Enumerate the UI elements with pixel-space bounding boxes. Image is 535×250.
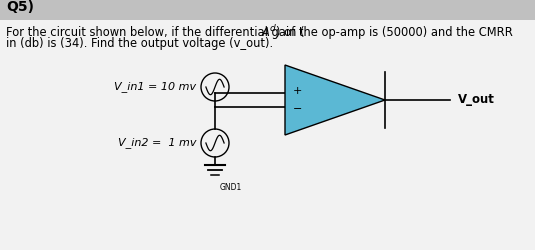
- Text: V_out: V_out: [458, 94, 495, 106]
- Polygon shape: [285, 65, 385, 135]
- Text: in (db) is (34). Find the output voltage (v_out).: in (db) is (34). Find the output voltage…: [6, 37, 273, 50]
- Text: d: d: [270, 24, 276, 33]
- Text: −: −: [293, 104, 302, 114]
- Text: A: A: [262, 26, 270, 39]
- Text: V_in2 =  1 mv: V_in2 = 1 mv: [118, 138, 196, 148]
- FancyBboxPatch shape: [0, 20, 535, 250]
- Text: +: +: [293, 86, 302, 96]
- Text: Q5): Q5): [6, 0, 34, 14]
- FancyBboxPatch shape: [0, 0, 535, 20]
- Text: For the circuit shown below, if the differential gain (: For the circuit shown below, if the diff…: [6, 26, 304, 39]
- Text: V_in1 = 10 mv: V_in1 = 10 mv: [114, 82, 196, 92]
- Text: GND1: GND1: [220, 183, 242, 192]
- Text: ) of the op-amp is (50000) and the CMRR: ) of the op-amp is (50000) and the CMRR: [276, 26, 513, 39]
